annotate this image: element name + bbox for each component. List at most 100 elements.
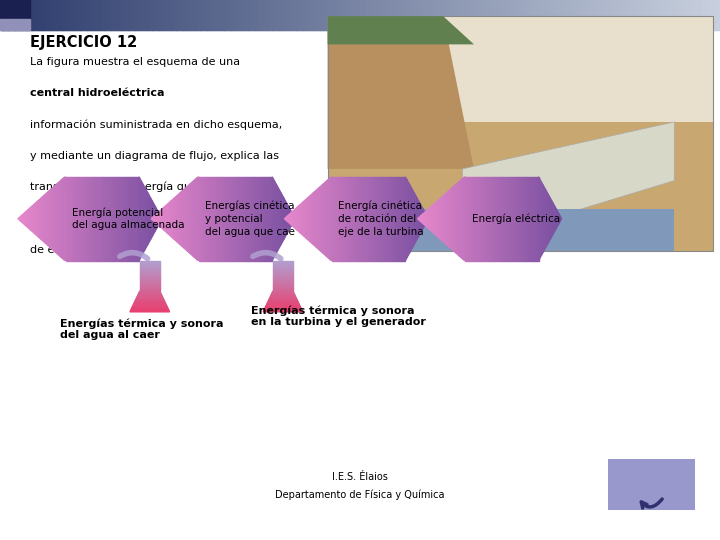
Polygon shape <box>197 177 199 261</box>
Polygon shape <box>199 177 200 261</box>
Polygon shape <box>25 211 27 226</box>
Bar <box>101 0 104 30</box>
Polygon shape <box>435 202 436 235</box>
Bar <box>276 0 280 30</box>
Polygon shape <box>130 311 170 312</box>
Polygon shape <box>297 206 299 232</box>
Polygon shape <box>273 278 293 279</box>
Polygon shape <box>273 274 293 275</box>
Polygon shape <box>68 177 70 261</box>
Bar <box>171 0 174 30</box>
Bar <box>214 0 217 30</box>
Bar <box>689 0 693 30</box>
Bar <box>110 0 114 30</box>
Polygon shape <box>423 208 424 229</box>
Bar <box>178 0 181 30</box>
Polygon shape <box>494 177 495 261</box>
Bar <box>175 0 179 30</box>
Polygon shape <box>135 177 136 261</box>
Polygon shape <box>418 200 420 237</box>
Polygon shape <box>272 177 274 261</box>
Polygon shape <box>273 291 293 292</box>
Polygon shape <box>541 182 543 255</box>
Polygon shape <box>504 177 505 261</box>
Polygon shape <box>168 202 170 235</box>
Bar <box>235 0 239 30</box>
Bar <box>619 0 623 30</box>
Bar <box>408 0 412 30</box>
Polygon shape <box>467 177 468 261</box>
Bar <box>31 0 35 30</box>
Bar <box>209 0 212 30</box>
Polygon shape <box>336 177 338 261</box>
Bar <box>605 0 608 30</box>
Bar <box>686 0 690 30</box>
Bar <box>7 0 11 30</box>
Polygon shape <box>78 177 80 261</box>
Polygon shape <box>266 303 300 305</box>
Polygon shape <box>228 177 229 261</box>
Polygon shape <box>414 193 415 245</box>
Polygon shape <box>500 177 501 261</box>
Bar <box>477 0 482 30</box>
Polygon shape <box>130 310 169 311</box>
Bar <box>713 0 716 30</box>
Text: información suministrada en dicho esquema,: información suministrada en dicho esquem… <box>30 119 282 130</box>
Polygon shape <box>262 177 264 261</box>
Bar <box>405 0 410 30</box>
Polygon shape <box>160 210 161 228</box>
Bar <box>420 0 424 30</box>
Polygon shape <box>508 177 510 261</box>
Polygon shape <box>140 285 160 286</box>
Bar <box>91 0 95 30</box>
Polygon shape <box>326 180 328 257</box>
Bar <box>672 0 676 30</box>
Polygon shape <box>377 177 378 261</box>
Polygon shape <box>34 203 35 234</box>
Polygon shape <box>57 183 58 255</box>
Polygon shape <box>87 177 89 261</box>
Bar <box>108 0 112 30</box>
Polygon shape <box>138 293 161 294</box>
Bar <box>499 0 503 30</box>
Bar <box>495 0 498 30</box>
Polygon shape <box>71 177 73 261</box>
Bar <box>225 0 230 30</box>
Polygon shape <box>394 177 395 261</box>
Polygon shape <box>32 205 34 233</box>
Bar <box>353 0 356 30</box>
Bar <box>70 0 73 30</box>
Polygon shape <box>148 193 149 245</box>
Bar <box>581 0 585 30</box>
Polygon shape <box>94 177 96 261</box>
Polygon shape <box>552 200 553 237</box>
Bar <box>266 0 270 30</box>
Bar <box>341 0 345 30</box>
Bar <box>449 0 453 30</box>
Bar <box>451 0 455 30</box>
Polygon shape <box>352 177 354 261</box>
Polygon shape <box>140 265 160 266</box>
Bar <box>578 0 582 30</box>
Bar <box>595 0 599 30</box>
Text: La figura muestra el esquema de una: La figura muestra el esquema de una <box>30 57 240 67</box>
Polygon shape <box>133 177 135 261</box>
Bar <box>362 0 366 30</box>
Polygon shape <box>441 197 442 240</box>
Polygon shape <box>44 194 45 243</box>
Bar <box>629 0 633 30</box>
Polygon shape <box>119 177 120 261</box>
Polygon shape <box>533 177 534 261</box>
Polygon shape <box>462 122 675 228</box>
Bar <box>497 0 500 30</box>
Bar <box>401 0 405 30</box>
Polygon shape <box>282 195 284 242</box>
Bar <box>634 0 637 30</box>
Bar <box>542 0 546 30</box>
Bar <box>703 0 707 30</box>
Bar <box>12 0 16 30</box>
Polygon shape <box>184 188 186 249</box>
Polygon shape <box>303 201 305 237</box>
Polygon shape <box>156 213 157 224</box>
Text: EJERCICIO 12: EJERCICIO 12 <box>30 35 138 50</box>
